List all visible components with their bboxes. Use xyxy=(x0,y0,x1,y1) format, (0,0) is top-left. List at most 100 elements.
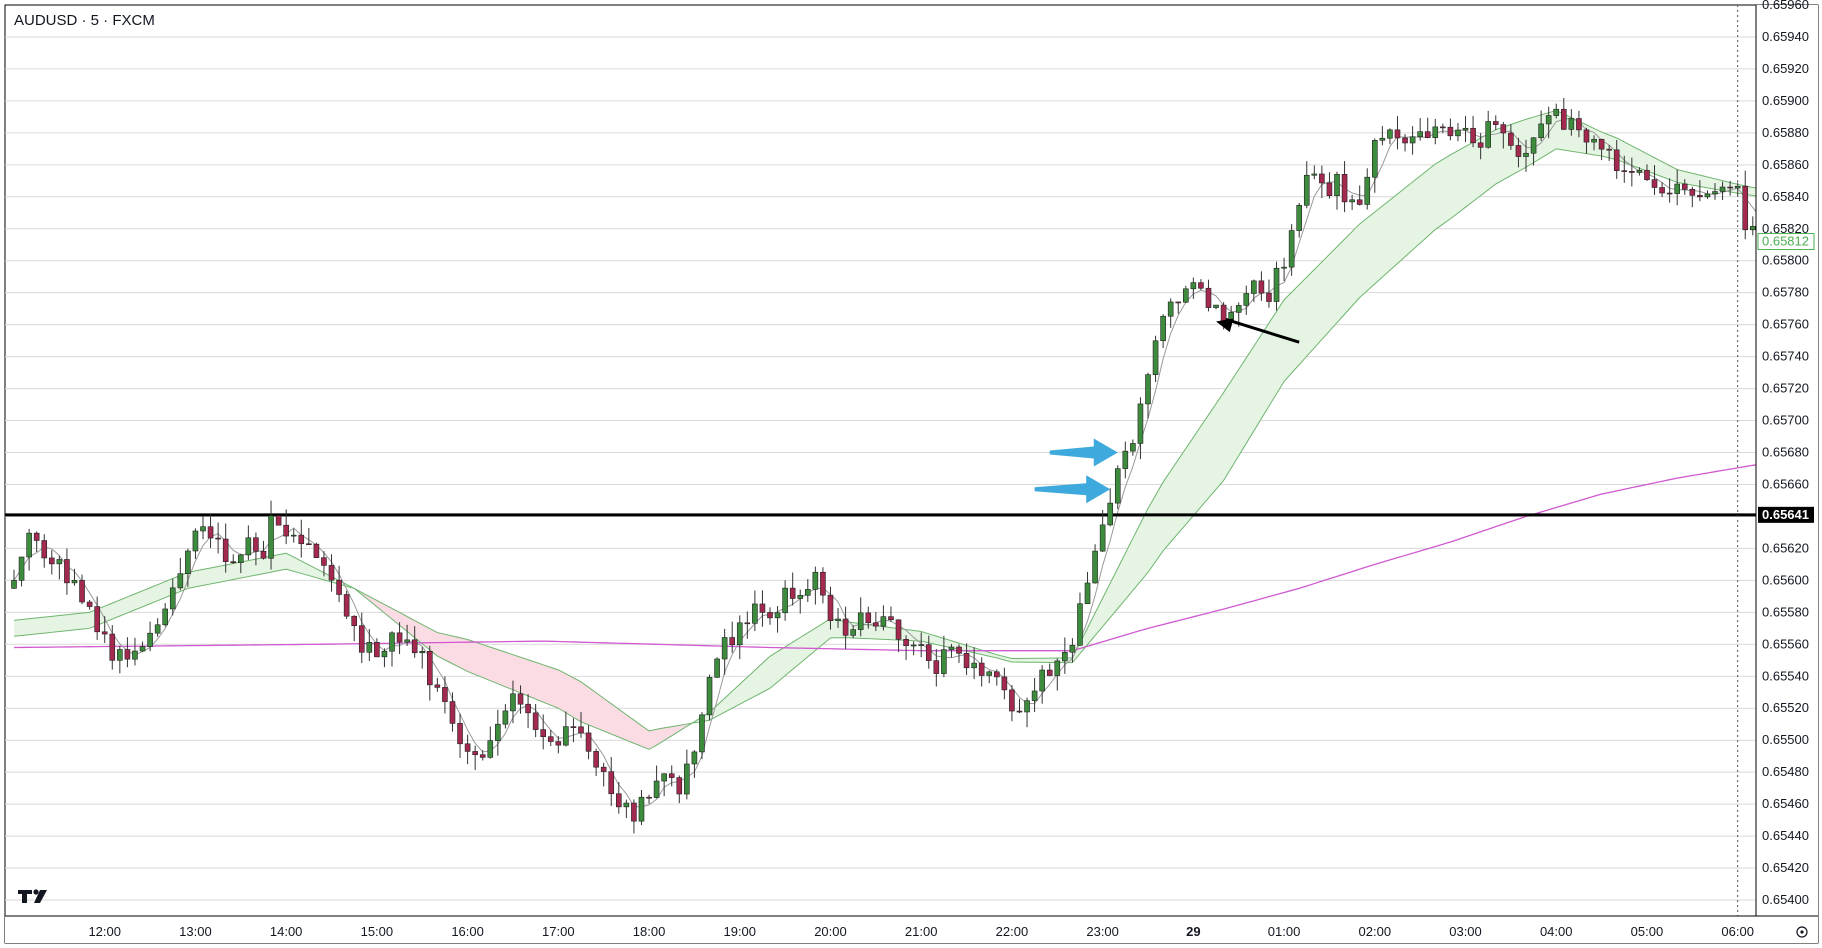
candle xyxy=(752,590,758,632)
candle xyxy=(366,628,373,662)
candle-body xyxy=(532,712,539,730)
candle xyxy=(1046,663,1053,677)
candle xyxy=(245,525,252,560)
candle-body xyxy=(1084,582,1091,605)
price-axis[interactable] xyxy=(1756,5,1818,916)
price-tick-label: 0.65920 xyxy=(1762,61,1809,76)
grid-lines xyxy=(5,36,1756,901)
candle xyxy=(631,799,637,834)
candle xyxy=(502,704,509,729)
candle xyxy=(479,750,486,761)
candle xyxy=(729,621,736,653)
candle-body xyxy=(714,658,720,678)
candle xyxy=(1440,123,1446,134)
candle xyxy=(1462,115,1469,143)
price-tick-label: 0.65400 xyxy=(1762,892,1809,907)
candle xyxy=(283,509,289,545)
candle-body xyxy=(374,642,380,658)
time-axis[interactable] xyxy=(5,916,1818,943)
candle-body xyxy=(275,515,282,526)
candle xyxy=(532,704,539,738)
blue-arrow-annotation xyxy=(1049,438,1118,467)
candle xyxy=(215,522,221,554)
candle-body xyxy=(1568,118,1575,130)
candle-body xyxy=(1583,129,1590,143)
candle xyxy=(1727,180,1733,196)
candle xyxy=(668,765,675,787)
candle xyxy=(1379,126,1386,146)
candle-body xyxy=(26,532,32,558)
candle xyxy=(623,799,630,819)
time-axis-labels: 12:00 13:00 14:00 15:00 16:00 17:00 18:00 19:00… xyxy=(88,924,1754,939)
time-tick-label: 19:00 xyxy=(723,924,756,939)
time-tick-label: 18:00 xyxy=(633,924,666,939)
candle xyxy=(1644,164,1650,182)
candle xyxy=(1281,257,1287,282)
candle xyxy=(1424,117,1431,139)
candle xyxy=(1545,106,1552,139)
price-tick-label: 0.65760 xyxy=(1762,317,1809,332)
candle xyxy=(782,580,788,621)
candle xyxy=(1243,285,1250,315)
candle xyxy=(880,605,887,631)
candle-body xyxy=(684,763,690,795)
time-tick-label: 05:00 xyxy=(1631,924,1664,939)
settings-icon[interactable] xyxy=(1796,926,1808,938)
price-tick-label: 0.65800 xyxy=(1762,253,1809,268)
candle-body xyxy=(888,616,894,621)
candle-body xyxy=(162,608,168,626)
candle-body xyxy=(1508,132,1514,146)
candle xyxy=(1621,155,1628,183)
candle-body xyxy=(79,580,85,603)
candle-body xyxy=(351,615,358,626)
candle xyxy=(1432,118,1439,145)
candle-body xyxy=(1069,644,1076,653)
candle xyxy=(1190,277,1197,299)
time-tick-label: 12:00 xyxy=(88,924,121,939)
candle xyxy=(1561,97,1567,131)
candle-body xyxy=(691,751,698,765)
candle xyxy=(1417,118,1423,141)
candle-body xyxy=(1379,137,1386,141)
candle-body xyxy=(1190,282,1197,290)
candle xyxy=(993,669,1000,686)
tradingview-logo-icon[interactable] xyxy=(18,889,47,903)
candle-body xyxy=(449,701,456,724)
candle-body xyxy=(101,631,108,635)
candle-body xyxy=(1152,340,1159,375)
candle xyxy=(615,781,622,814)
candle xyxy=(192,528,199,559)
candle-body xyxy=(1402,137,1408,144)
candle xyxy=(661,773,667,797)
candle-body xyxy=(1440,126,1446,129)
candle-body xyxy=(64,559,70,584)
candle-body xyxy=(789,587,796,599)
candle xyxy=(646,794,652,804)
candle xyxy=(1341,161,1348,213)
level-price-tag: 0.65641 xyxy=(1762,507,1809,522)
candle-body xyxy=(623,802,630,808)
candle xyxy=(253,532,259,566)
candle xyxy=(1681,179,1688,195)
price-tick-label: 0.65940 xyxy=(1762,29,1809,44)
candle xyxy=(1629,157,1635,187)
candle-body xyxy=(1205,287,1212,308)
candle-body xyxy=(1644,169,1650,180)
candle xyxy=(41,534,48,568)
candle xyxy=(1266,279,1272,308)
candle-body xyxy=(94,606,100,633)
candle xyxy=(177,557,184,591)
candle xyxy=(328,554,335,592)
candle-body xyxy=(1750,226,1756,231)
candle-body xyxy=(1742,185,1749,231)
time-tick-label: 23:00 xyxy=(1086,924,1119,939)
candle-body xyxy=(472,751,478,756)
symbol-title[interactable]: AUDUSD · 5 · FXCM xyxy=(14,12,155,29)
candle-body xyxy=(139,646,146,652)
candle-body xyxy=(563,726,569,746)
candle xyxy=(827,586,834,630)
candle-body xyxy=(442,687,448,702)
candle-body xyxy=(1054,660,1061,676)
